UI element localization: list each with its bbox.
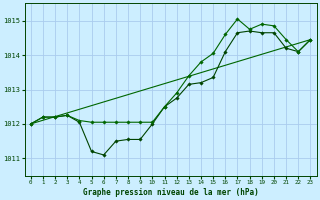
- X-axis label: Graphe pression niveau de la mer (hPa): Graphe pression niveau de la mer (hPa): [83, 188, 259, 197]
